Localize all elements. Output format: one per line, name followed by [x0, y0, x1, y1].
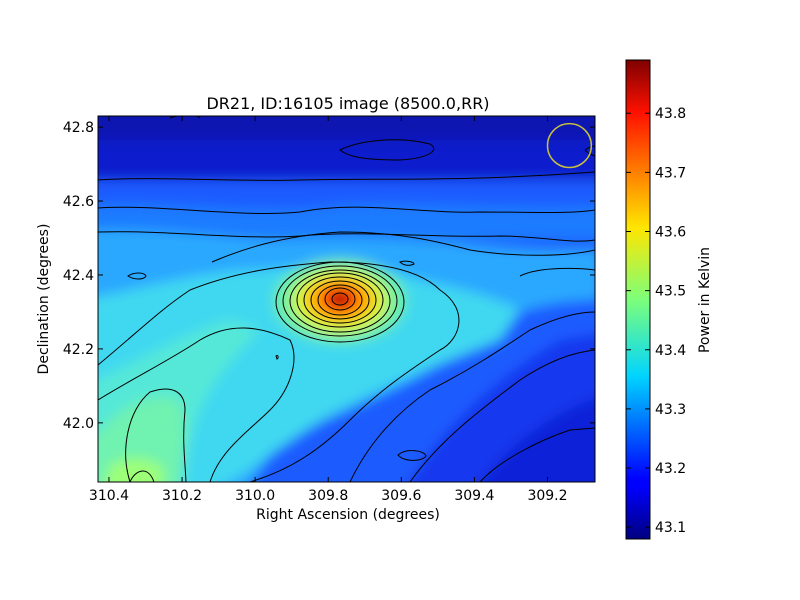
colorbar: 43.1 43.2 43.3 43.4 43.5 43.6 43.7 43.8 Power i… — [625, 59, 713, 540]
x-tick-label: 309.4 — [454, 488, 494, 504]
contour-lines — [98, 116, 595, 482]
contour-line — [275, 261, 405, 343]
contour-line — [349, 311, 595, 482]
contour-line — [98, 171, 595, 181]
colorbar-tick-label: 43.6 — [655, 224, 686, 240]
x-tick-label: 310.0 — [235, 488, 275, 504]
x-axis-ticks: 310.4 310.2 310.0 309.8 309.6 309.4 309.2 — [89, 116, 568, 504]
contour-line — [339, 139, 435, 161]
contour-line — [169, 116, 201, 119]
beam-marker-circle — [546, 122, 593, 169]
colorbar-tick-label: 43.1 — [655, 520, 686, 536]
x-tick-label: 309.6 — [381, 488, 421, 504]
contour-line — [397, 450, 427, 461]
contour-line — [98, 231, 595, 242]
contour-line — [310, 280, 370, 320]
contour-line — [399, 260, 415, 266]
contour-line — [479, 427, 595, 482]
colorbar-tick-label: 43.4 — [655, 343, 686, 359]
x-tick-label: 309.2 — [527, 488, 567, 504]
y-axis-label: Declination (degrees) — [36, 224, 52, 375]
colorbar-label: Power in Kelvin — [697, 247, 713, 353]
contour-line — [331, 292, 349, 306]
heatmap-color-field — [98, 116, 595, 482]
x-tick-label: 310.4 — [89, 488, 129, 504]
y-tick-label: 42.0 — [63, 416, 94, 432]
heatmap-plot-area — [98, 116, 595, 482]
y-tick-label: 42.4 — [63, 268, 94, 284]
contour-line — [324, 287, 356, 311]
contour-line — [125, 388, 187, 482]
y-axis-ticks: 42.0 42.2 42.4 42.6 42.8 — [63, 120, 595, 432]
y-tick-label: 42.8 — [63, 120, 94, 136]
colorbar-gradient — [625, 59, 651, 540]
contour-line — [296, 272, 384, 328]
contour-line — [282, 265, 398, 337]
contour-line — [289, 269, 391, 333]
colorbar-tick-label: 43.5 — [655, 284, 686, 300]
colorbar-tick-label: 43.8 — [655, 106, 686, 122]
colorbar-tick-label: 43.2 — [655, 461, 686, 477]
y-tick-label: 42.2 — [63, 342, 94, 358]
contour-line — [317, 284, 363, 316]
contour-line — [409, 349, 595, 482]
x-axis-label: Right Ascension (degrees) — [256, 507, 440, 523]
plot-frame — [97, 115, 596, 483]
colorbar-tick-label: 43.3 — [655, 402, 686, 418]
chart-title: DR21, ID:16105 image (8500.0,RR) — [206, 94, 489, 113]
x-tick-label: 310.2 — [162, 488, 202, 504]
contour-line — [275, 354, 279, 360]
colorbar-ticks: 43.1 43.2 43.3 43.4 43.5 43.6 43.7 43.8 — [626, 106, 686, 536]
contour-line — [129, 470, 155, 482]
contour-line — [303, 276, 377, 324]
contour-line — [519, 267, 595, 277]
y-tick-label: 42.6 — [63, 194, 94, 210]
contour-line — [98, 206, 595, 215]
contour-line — [98, 327, 295, 482]
contour-line — [98, 261, 460, 482]
colorbar-tick-label: 43.7 — [655, 165, 686, 181]
contour-line — [211, 231, 595, 263]
x-tick-label: 309.8 — [308, 488, 348, 504]
contour-line — [127, 272, 147, 280]
